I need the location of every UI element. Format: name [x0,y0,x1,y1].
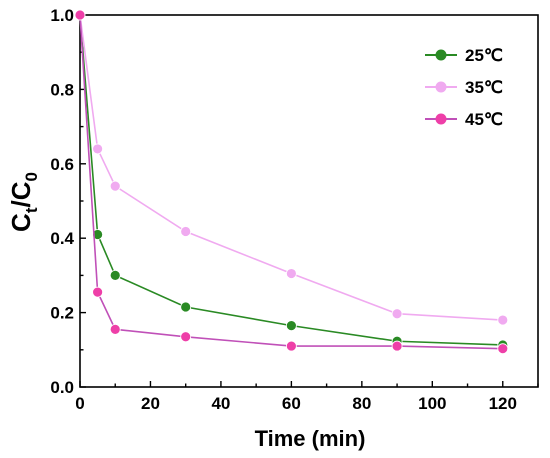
x-tick-label: 40 [211,394,230,413]
data-point-1 [180,226,192,237]
legend-marker-0 [435,49,447,61]
x-tick-label: 100 [418,394,446,413]
data-point-0 [92,229,104,240]
plot-area: 0 20 40 60 80 100 120 0.0 0.2 0.4 0.6 0.8 1.0 25℃ 35℃ 4… [50,6,539,413]
series-line-0 [79,14,503,346]
data-point-0 [109,269,121,281]
y-tick-label: 0.4 [50,229,74,248]
data-point-2 [497,343,509,355]
data-point-2 [391,340,403,352]
plot-frame [79,14,539,388]
x-tick-label: 120 [489,394,517,413]
data-point-2 [180,331,192,343]
data-point-2 [92,286,104,298]
x-tick-label: 20 [141,394,160,413]
x-axis-title: Time (min) [255,426,366,451]
data-point-1 [285,268,297,279]
x-tick-label: 60 [282,394,301,413]
legend-label-2: 45℃ [465,110,503,129]
data-point-2 [109,323,121,335]
legend-marker-1 [435,81,447,93]
data-point-0 [180,301,192,313]
data-point-0 [285,320,297,332]
legend-label-0: 25℃ [465,46,503,65]
y-axis-title-sep: /C [6,181,36,207]
data-point-1 [109,180,121,192]
y-axis-title-base: C [6,213,36,232]
data-point-1 [92,143,104,155]
y-tick-label: 0.6 [50,155,74,174]
data-point-2 [74,9,86,21]
y-tick-label: 1.0 [50,6,74,25]
y-axis-title: Ct/C0 [6,172,41,232]
x-tick-label: 0 [75,394,84,413]
data-point-2 [285,340,297,352]
series-line-2 [79,14,503,350]
y-axis-title-sub1: t [22,207,41,213]
data-point-1 [391,308,403,320]
y-tick-label: 0.0 [50,378,74,397]
legend-label-1: 35℃ [465,78,503,97]
data-point-1 [497,314,509,326]
y-tick-label: 0.8 [50,80,74,99]
legend-marker-2 [435,113,447,125]
y-tick-label: 0.2 [50,304,74,323]
x-tick-label: 80 [352,394,371,413]
y-axis-title-sub2: 0 [22,172,41,181]
